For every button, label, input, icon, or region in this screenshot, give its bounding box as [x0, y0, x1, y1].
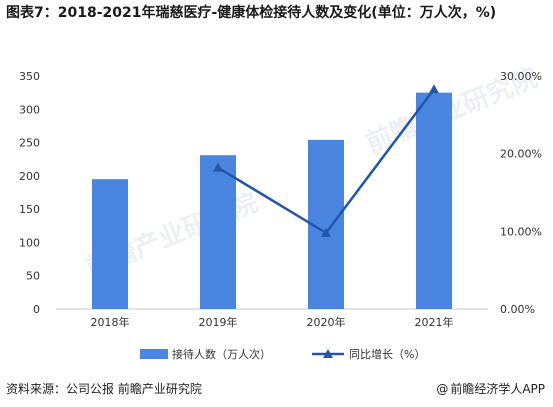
bar — [200, 155, 236, 309]
y-left-tick-label: 0 — [33, 303, 40, 316]
y-right-tick-label: 10.00% — [500, 225, 542, 238]
line-point — [321, 227, 331, 237]
y-left-tick-label: 150 — [19, 203, 40, 216]
y-left-tick-label: 50 — [26, 270, 40, 283]
bar — [92, 179, 128, 309]
x-tick-label: 2021年 — [415, 315, 454, 329]
y-left-tick-label: 100 — [19, 236, 40, 249]
legend-marker-line — [323, 349, 333, 358]
line-point — [213, 162, 223, 172]
legend-label-bar: 接待人数（万人次） — [172, 347, 271, 361]
y-left-tick-label: 250 — [19, 137, 40, 150]
source-note: 资料来源：公司公报 前瞻产业研究院 — [6, 382, 202, 396]
x-tick-label: 2020年 — [307, 315, 346, 329]
at-icon: @ — [436, 382, 449, 396]
y-right-tick-label: 0.00% — [500, 303, 535, 316]
brand-credit: @ 前瞻经济学人APP — [436, 380, 545, 397]
chart-title: 图表7：2018-2021年瑞慈医疗-健康体检接待人数及变化(单位：万人次，%) — [6, 5, 497, 21]
bar — [416, 92, 452, 310]
legend-label-line: 同比增长（%） — [349, 347, 425, 361]
brand-name: 前瞻经济学人APP — [450, 382, 545, 396]
y-right-tick-label: 20.00% — [500, 148, 542, 161]
y-right-tick-label: 30.00% — [500, 70, 542, 83]
legend-swatch-bar — [140, 349, 168, 359]
y-left-tick-label: 200 — [19, 170, 40, 183]
y-left-tick-label: 350 — [19, 70, 40, 83]
y-left-tick-label: 300 — [19, 103, 40, 116]
line-point — [429, 84, 439, 94]
x-tick-label: 2018年 — [91, 315, 130, 329]
x-tick-label: 2019年 — [199, 315, 238, 329]
